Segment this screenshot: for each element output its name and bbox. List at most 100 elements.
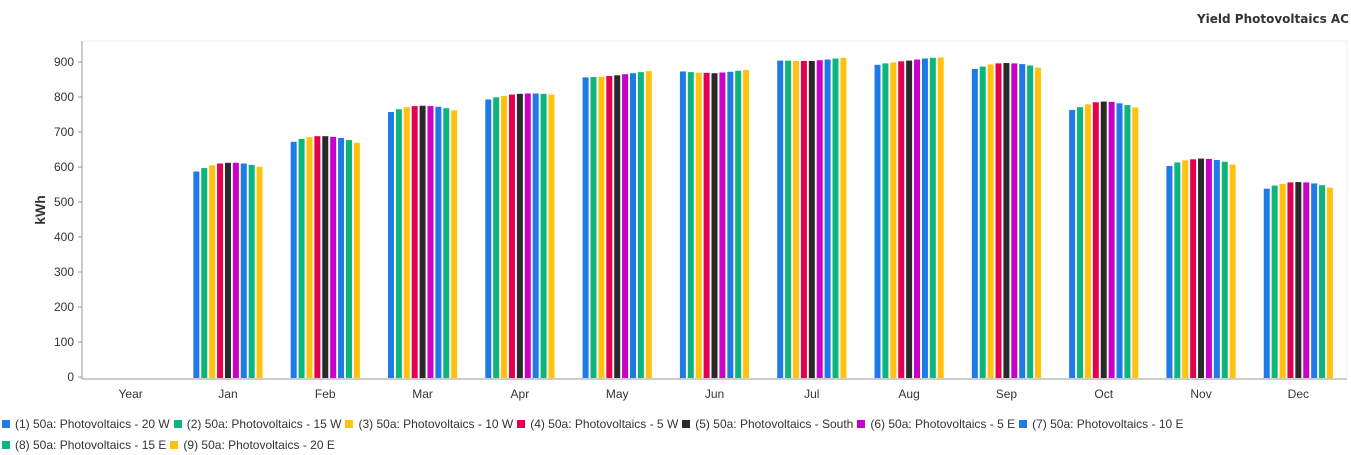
bar[interactable] bbox=[840, 57, 847, 379]
bar[interactable] bbox=[637, 72, 644, 379]
bar[interactable] bbox=[645, 71, 652, 378]
bar[interactable] bbox=[929, 57, 936, 379]
bar[interactable] bbox=[290, 141, 297, 378]
bar[interactable] bbox=[816, 60, 823, 378]
bar[interactable] bbox=[743, 70, 750, 379]
bar[interactable] bbox=[1205, 158, 1212, 378]
bar[interactable] bbox=[1271, 185, 1278, 378]
bar[interactable] bbox=[345, 140, 352, 378]
bar[interactable] bbox=[1287, 182, 1294, 378]
legend-item[interactable]: (8) 50a: Photovoltaics - 15 E bbox=[2, 438, 166, 452]
bar[interactable] bbox=[1069, 109, 1076, 378]
bar[interactable] bbox=[540, 93, 547, 378]
bar[interactable] bbox=[387, 112, 394, 379]
bar[interactable] bbox=[1190, 159, 1197, 378]
legend-item[interactable]: (1) 50a: Photovoltaics - 20 W bbox=[2, 417, 170, 431]
bar[interactable] bbox=[314, 136, 321, 378]
bar[interactable] bbox=[1263, 188, 1270, 378]
bar[interactable] bbox=[921, 58, 928, 379]
bar[interactable] bbox=[1100, 101, 1107, 379]
legend-item[interactable]: (9) 50a: Photovoltaics - 20 E bbox=[170, 438, 335, 452]
legend-item[interactable]: (5) 50a: Photovoltaics - South bbox=[682, 417, 853, 431]
bar[interactable] bbox=[937, 57, 944, 378]
bar[interactable] bbox=[1213, 160, 1220, 378]
bar[interactable] bbox=[711, 73, 718, 378]
legend-item[interactable]: (6) 50a: Photovoltaics - 5 E bbox=[857, 417, 1015, 431]
bar[interactable] bbox=[322, 136, 329, 378]
bar[interactable] bbox=[735, 70, 742, 378]
bar[interactable] bbox=[1166, 165, 1173, 378]
bar[interactable] bbox=[240, 163, 247, 379]
bar[interactable] bbox=[256, 166, 263, 378]
bar[interactable] bbox=[598, 76, 605, 378]
bar[interactable] bbox=[1019, 64, 1026, 378]
bar[interactable] bbox=[832, 58, 839, 379]
bar[interactable] bbox=[419, 105, 426, 378]
bar[interactable] bbox=[395, 109, 402, 378]
bar[interactable] bbox=[330, 136, 337, 378]
bar[interactable] bbox=[516, 93, 523, 378]
bar[interactable] bbox=[687, 72, 694, 379]
bar[interactable] bbox=[898, 61, 905, 379]
bar[interactable] bbox=[695, 72, 702, 378]
bar[interactable] bbox=[614, 75, 621, 379]
bar[interactable] bbox=[622, 74, 629, 378]
bar[interactable] bbox=[353, 142, 360, 378]
legend-item[interactable]: (3) 50a: Photovoltaics - 10 W bbox=[345, 417, 513, 431]
bar[interactable] bbox=[338, 137, 345, 378]
bar[interactable] bbox=[629, 73, 636, 378]
bar[interactable] bbox=[435, 106, 442, 379]
legend-item[interactable]: (7) 50a: Photovoltaics - 10 E bbox=[1019, 417, 1184, 431]
bar[interactable] bbox=[1092, 102, 1099, 378]
bar[interactable] bbox=[201, 168, 208, 378]
bar[interactable] bbox=[1182, 160, 1189, 378]
bar[interactable] bbox=[719, 72, 726, 379]
bar[interactable] bbox=[532, 93, 539, 379]
bar[interactable] bbox=[1035, 67, 1042, 378]
bar[interactable] bbox=[793, 60, 800, 378]
bar[interactable] bbox=[306, 137, 313, 378]
bar[interactable] bbox=[914, 59, 921, 379]
bar[interactable] bbox=[906, 60, 913, 378]
bar[interactable] bbox=[727, 71, 734, 379]
bar[interactable] bbox=[1295, 182, 1302, 378]
legend-item[interactable]: (2) 50a: Photovoltaics - 15 W bbox=[173, 417, 341, 431]
bar[interactable] bbox=[548, 94, 555, 379]
bar[interactable] bbox=[232, 162, 239, 378]
bar[interactable] bbox=[679, 71, 686, 378]
bar[interactable] bbox=[427, 106, 434, 378]
bar[interactable] bbox=[874, 64, 881, 379]
bar[interactable] bbox=[824, 59, 831, 379]
bar[interactable] bbox=[485, 99, 492, 378]
bar[interactable] bbox=[777, 60, 784, 378]
bar[interactable] bbox=[582, 77, 589, 379]
bar[interactable] bbox=[1108, 101, 1115, 379]
bar[interactable] bbox=[524, 93, 531, 379]
bar[interactable] bbox=[1311, 183, 1318, 378]
bar[interactable] bbox=[403, 107, 410, 379]
bar[interactable] bbox=[1326, 187, 1333, 378]
bar[interactable] bbox=[1003, 63, 1010, 379]
bar[interactable] bbox=[987, 64, 994, 378]
bar[interactable] bbox=[493, 97, 500, 378]
bar[interactable] bbox=[1077, 107, 1084, 379]
bar[interactable] bbox=[800, 60, 807, 378]
bar[interactable] bbox=[890, 62, 897, 378]
bar[interactable] bbox=[224, 162, 231, 378]
bar[interactable] bbox=[1084, 104, 1091, 378]
bar[interactable] bbox=[808, 60, 815, 378]
bar[interactable] bbox=[979, 66, 986, 379]
bar[interactable] bbox=[590, 77, 597, 379]
bar[interactable] bbox=[1229, 164, 1236, 378]
bar[interactable] bbox=[411, 106, 418, 378]
bar[interactable] bbox=[785, 60, 792, 378]
bar[interactable] bbox=[1132, 107, 1139, 379]
bar[interactable] bbox=[1221, 161, 1228, 378]
bar[interactable] bbox=[451, 110, 458, 379]
bar[interactable] bbox=[1279, 183, 1286, 378]
bar[interactable] bbox=[882, 63, 889, 379]
bar[interactable] bbox=[1116, 103, 1123, 379]
bar[interactable] bbox=[298, 139, 305, 378]
bar[interactable] bbox=[248, 164, 255, 378]
bar[interactable] bbox=[1198, 158, 1205, 378]
